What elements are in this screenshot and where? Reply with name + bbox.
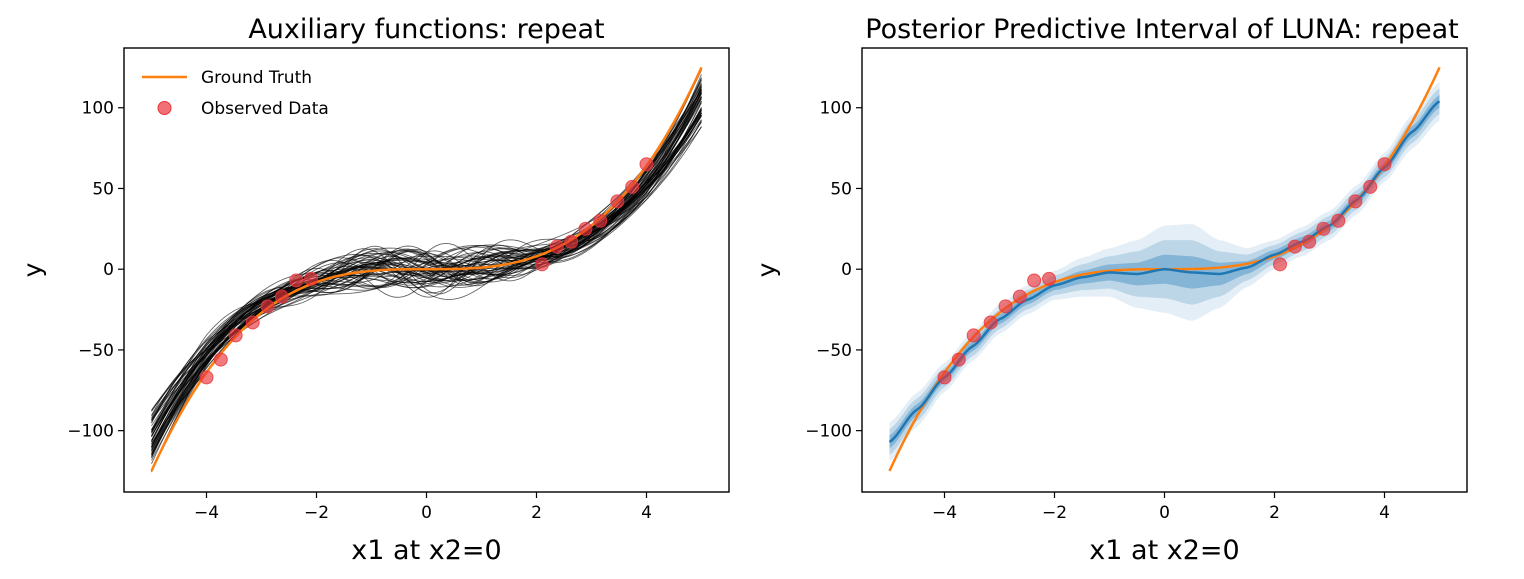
x-tick-label: 4 [1379, 503, 1390, 523]
observed-point [1027, 273, 1042, 288]
observed-point [966, 328, 981, 343]
observed-point [535, 257, 549, 272]
observed-point [549, 239, 564, 254]
observed-point [593, 213, 608, 228]
x-tick-label: 0 [1159, 503, 1170, 523]
legend-marker-observed-data [157, 101, 172, 115]
auxiliary-function-line [151, 102, 702, 433]
legend-label-observed-data: Observed Data [201, 99, 329, 119]
y-axis-label: y [752, 262, 781, 277]
observed-point [625, 179, 640, 194]
x-axis-label: x1 at x2=0 [351, 535, 501, 566]
observed-point [1302, 234, 1317, 249]
y-tick-label: 0 [841, 260, 852, 280]
observed-point [564, 234, 579, 249]
y-tick-label: 50 [92, 179, 114, 199]
predictive-band-3sd [889, 81, 1440, 462]
x-axis-label: x1 at x2=0 [1089, 535, 1239, 566]
x-tick-label: 2 [1269, 503, 1280, 523]
observed-point [199, 370, 214, 385]
observed-point [289, 273, 304, 288]
x-tick-label: −4 [932, 503, 957, 523]
observed-point [951, 352, 966, 367]
x-tick-label: 0 [421, 503, 432, 523]
observed-point [639, 157, 654, 172]
y-tick-label: −50 [78, 341, 114, 361]
legend: Ground Truth Observed Data [142, 68, 329, 119]
observed-point [1316, 221, 1331, 236]
auxiliary-function-line [151, 80, 702, 456]
panel-posterior-predictive: Posterior Predictive Interval of LUNA: r… [752, 14, 1468, 566]
observed-point [1363, 179, 1378, 194]
x-tick-label: −2 [304, 503, 329, 523]
y-tick-label: 0 [103, 260, 114, 280]
chart-title: Posterior Predictive Interval of LUNA: r… [865, 14, 1459, 45]
observed-point [274, 289, 289, 304]
observed-point [1287, 239, 1302, 254]
predictive-band-2sd [889, 88, 1440, 455]
observed-point [610, 194, 625, 209]
auxiliary-function-line [151, 115, 702, 416]
observed-point [1273, 257, 1287, 272]
observed-point [1012, 289, 1027, 304]
auxiliary-function-line [151, 88, 702, 445]
auxiliary-function-line [151, 90, 702, 445]
observed-point [937, 370, 952, 385]
observed-point [228, 328, 243, 343]
auxiliary-function-line [151, 106, 702, 437]
x-tick-label: −2 [1042, 503, 1067, 523]
observed-point [245, 315, 260, 330]
predictive-band-1sd [889, 94, 1440, 449]
observed-point [1377, 157, 1392, 172]
auxiliary-function-line [151, 86, 702, 457]
auxiliary-function-line [151, 110, 702, 434]
y-tick-label: 100 [82, 99, 114, 119]
observed-point [983, 315, 998, 330]
legend-label-ground-truth: Ground Truth [201, 68, 312, 88]
auxiliary-function-line [151, 74, 702, 461]
y-tick-label: −50 [816, 341, 852, 361]
auxiliary-function-line [151, 111, 702, 419]
auxiliary-function-line [151, 96, 702, 450]
y-axis-label: y [18, 262, 47, 277]
auxiliary-function-line [151, 96, 702, 451]
panel-auxiliary-functions: Auxiliary functions: repeat −4 −2 0 2 4 −100… [18, 14, 730, 566]
auxiliary-function-line [151, 109, 702, 424]
y-tick-label: −100 [805, 422, 852, 442]
observed-point [998, 299, 1013, 314]
auxiliary-function-line [151, 112, 702, 431]
observed-point [213, 352, 228, 367]
x-tick-label: 4 [641, 503, 652, 523]
ground-truth-line [150, 66, 703, 472]
observed-point [578, 221, 593, 236]
x-tick-label: 2 [531, 503, 542, 523]
posterior-mean-line [888, 100, 1441, 443]
x-tick-label: −4 [194, 503, 219, 523]
y-tick-label: 100 [820, 99, 852, 119]
observed-point [260, 299, 275, 314]
auxiliary-function-line [151, 112, 702, 427]
y-tick-label: −100 [67, 422, 114, 442]
observed-point [304, 271, 318, 286]
observed-point [1348, 194, 1363, 209]
observed-point [1331, 213, 1346, 228]
observed-point [1042, 271, 1056, 286]
auxiliary-function-line [151, 98, 702, 436]
y-tick-label: 50 [830, 179, 852, 199]
auxiliary-function-line [151, 97, 702, 442]
chart-title: Auxiliary functions: repeat [248, 14, 604, 45]
